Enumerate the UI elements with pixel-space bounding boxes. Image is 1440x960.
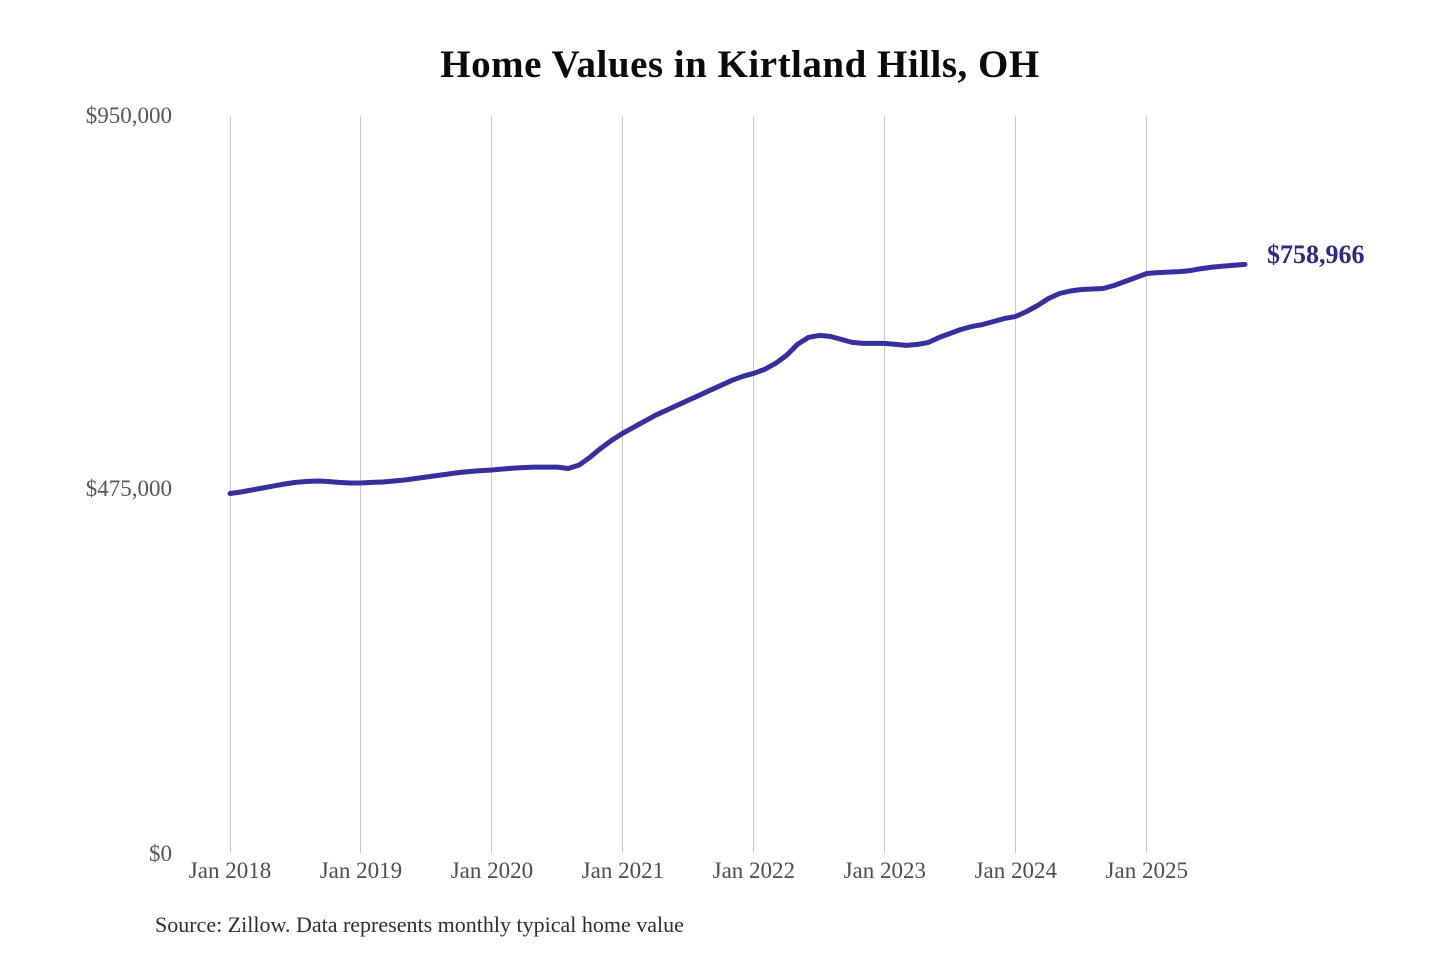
x-axis-tick-label-jan-2025: Jan 2025 [1105,858,1188,883]
latest-value-annotation: $758,966 [1267,240,1365,269]
gridline-jan-2021 [622,116,624,853]
x-axis-tick-label-jan-2019: Jan 2019 [319,858,403,883]
chart-title: Home Values in Kirtland Hills, OH [440,43,1040,86]
x-axis-tick-label-jan-2023: Jan 2023 [843,858,927,883]
x-axis-tick-label-jan-2018: Jan 2018 [188,858,272,883]
gridline-jan-2025 [1146,116,1148,853]
home-value-line [227,261,1248,496]
y-axis-tick-label-0: $0 [149,841,172,866]
x-axis-tick-label-jan-2020: Jan 2020 [450,858,534,883]
gridline-jan-2023 [884,116,886,853]
gridline-jan-2018 [229,116,231,853]
x-axis-tick-label-jan-2021: Jan 2021 [581,858,665,883]
y-axis-tick-label-950000: $950,000 [85,103,172,128]
gridline-jan-2022 [753,116,755,853]
gridline-jan-2020 [491,116,493,853]
source-note: Source: Zillow. Data represents monthly … [155,912,684,937]
gridline-jan-2024 [1015,116,1017,853]
x-axis-tick-label-jan-2024: Jan 2024 [974,858,1057,883]
y-axis-tick-label-475000: $475,000 [85,476,172,501]
x-axis-tick-label-jan-2022: Jan 2022 [712,858,796,883]
